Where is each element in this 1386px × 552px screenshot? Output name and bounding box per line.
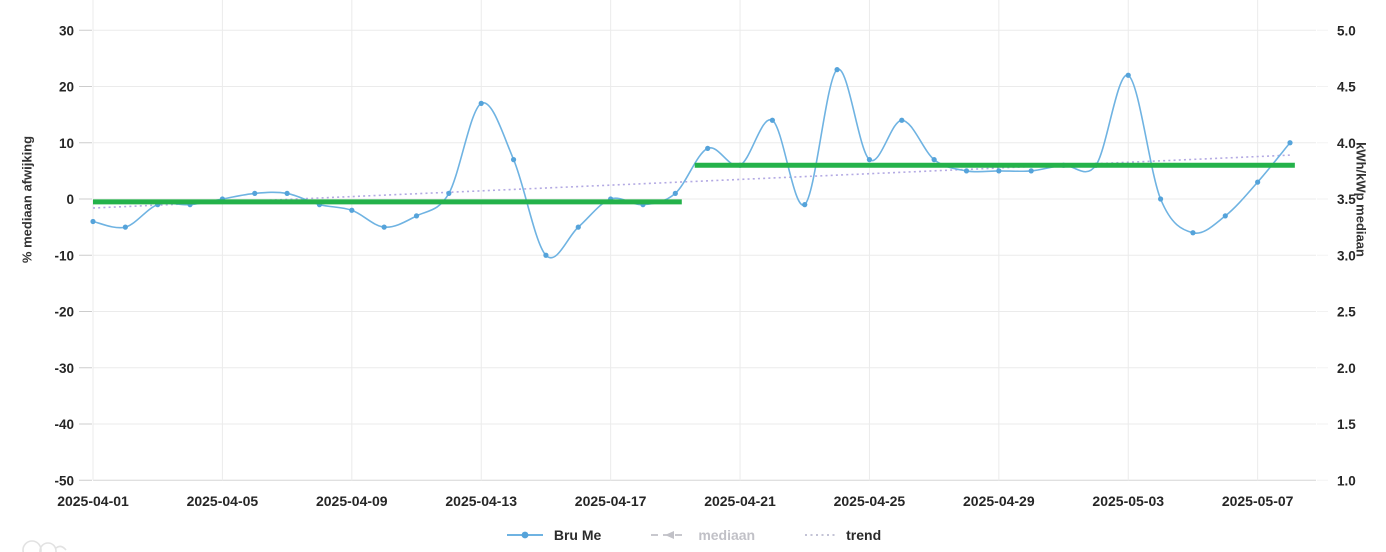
- data-point-marker[interactable]: [834, 67, 840, 73]
- x-axis-tick-label: 2025-05-03: [1092, 493, 1164, 509]
- data-point-marker[interactable]: [672, 190, 678, 196]
- data-point-marker[interactable]: [802, 202, 808, 208]
- left-axis-tick-label: -40: [54, 417, 74, 432]
- data-point-marker[interactable]: [252, 190, 258, 196]
- data-point-marker[interactable]: [963, 168, 970, 174]
- right-axis-tick-label: 1.0: [1337, 473, 1356, 488]
- data-point-marker[interactable]: [1028, 168, 1034, 174]
- left-axis-title: % mediaan afwijking: [19, 135, 35, 264]
- data-point-marker[interactable]: [575, 224, 581, 230]
- right-axis-tick-label: 3.0: [1337, 248, 1356, 263]
- left-axis-tick-label: -20: [54, 305, 74, 320]
- line-series-marker-icon: [506, 531, 543, 539]
- legend-item-mediaan[interactable]: mediaan: [649, 527, 755, 543]
- data-point-marker[interactable]: [1222, 213, 1228, 219]
- right-axis-tick-label: 5.0: [1337, 23, 1356, 38]
- right-axis-tick-label: 2.0: [1337, 361, 1356, 376]
- right-axis-tick-label: 3.5: [1337, 192, 1356, 207]
- legend-label: trend: [846, 527, 882, 543]
- data-point-marker[interactable]: [1125, 72, 1131, 78]
- data-point-marker[interactable]: [543, 252, 549, 258]
- legend-label: Bru Me: [553, 527, 602, 543]
- data-point-marker[interactable]: [349, 207, 355, 213]
- data-point-marker[interactable]: [510, 157, 517, 163]
- x-axis-tick-label: 2025-04-05: [187, 493, 259, 509]
- data-point-marker[interactable]: [478, 100, 484, 106]
- data-point-marker[interactable]: [122, 224, 128, 230]
- left-axis-tick-label: 30: [59, 23, 74, 38]
- left-axis-tick-label: -10: [54, 248, 74, 263]
- legend: Bru Me mediaan trend: [0, 527, 1386, 543]
- data-point-marker[interactable]: [1190, 230, 1196, 236]
- data-point-marker[interactable]: [996, 168, 1002, 174]
- data-point-marker[interactable]: [284, 190, 290, 196]
- x-axis-tick-label: 2025-04-21: [704, 493, 776, 509]
- data-point-marker[interactable]: [1157, 196, 1164, 202]
- right-axis-tick-label: 2.5: [1337, 305, 1356, 320]
- data-point-marker[interactable]: [931, 157, 937, 163]
- left-axis-tick-label: -50: [54, 473, 74, 488]
- data-point-marker[interactable]: [899, 117, 905, 123]
- left-axis-tick-label: 20: [59, 80, 74, 95]
- legend-label: mediaan: [698, 527, 756, 543]
- data-point-marker[interactable]: [413, 213, 420, 219]
- data-point-marker[interactable]: [769, 117, 775, 123]
- left-axis-tick-label: -30: [54, 361, 74, 376]
- x-axis-tick-label: 2025-04-29: [963, 493, 1035, 509]
- x-axis-tick-label: 2025-05-07: [1222, 493, 1294, 509]
- x-axis-tick-label: 2025-04-25: [834, 493, 906, 509]
- x-axis-tick-label: 2025-04-09: [316, 493, 388, 509]
- data-point-marker[interactable]: [381, 224, 387, 230]
- x-axis-tick-label: 2025-04-13: [445, 493, 517, 509]
- right-axis-tick-label: 1.5: [1337, 417, 1356, 432]
- dashed-arrow-marker-icon: [651, 531, 688, 539]
- legend-item-bru-me[interactable]: Bru Me: [505, 527, 601, 543]
- data-point-marker[interactable]: [705, 145, 711, 151]
- logo-watermark: [22, 540, 67, 552]
- x-axis-tick-label: 2025-04-17: [575, 493, 647, 509]
- right-axis-title: kWh/kWp mediaan: [1353, 142, 1369, 257]
- data-point-marker[interactable]: [446, 190, 452, 196]
- x-axis-tick-label: 2025-04-01: [57, 493, 129, 509]
- left-axis-tick-label: 0: [66, 192, 74, 207]
- data-point-marker[interactable]: [1287, 140, 1293, 146]
- right-axis-tick-label: 4.0: [1337, 136, 1356, 151]
- dotted-line-marker-icon: [805, 534, 836, 536]
- legend-item-trend[interactable]: trend: [803, 527, 881, 543]
- data-point-marker[interactable]: [866, 157, 873, 163]
- data-point-marker[interactable]: [1255, 179, 1261, 185]
- data-point-marker[interactable]: [90, 218, 96, 225]
- left-axis-tick-label: 10: [59, 136, 74, 151]
- right-axis-tick-label: 4.5: [1337, 80, 1356, 95]
